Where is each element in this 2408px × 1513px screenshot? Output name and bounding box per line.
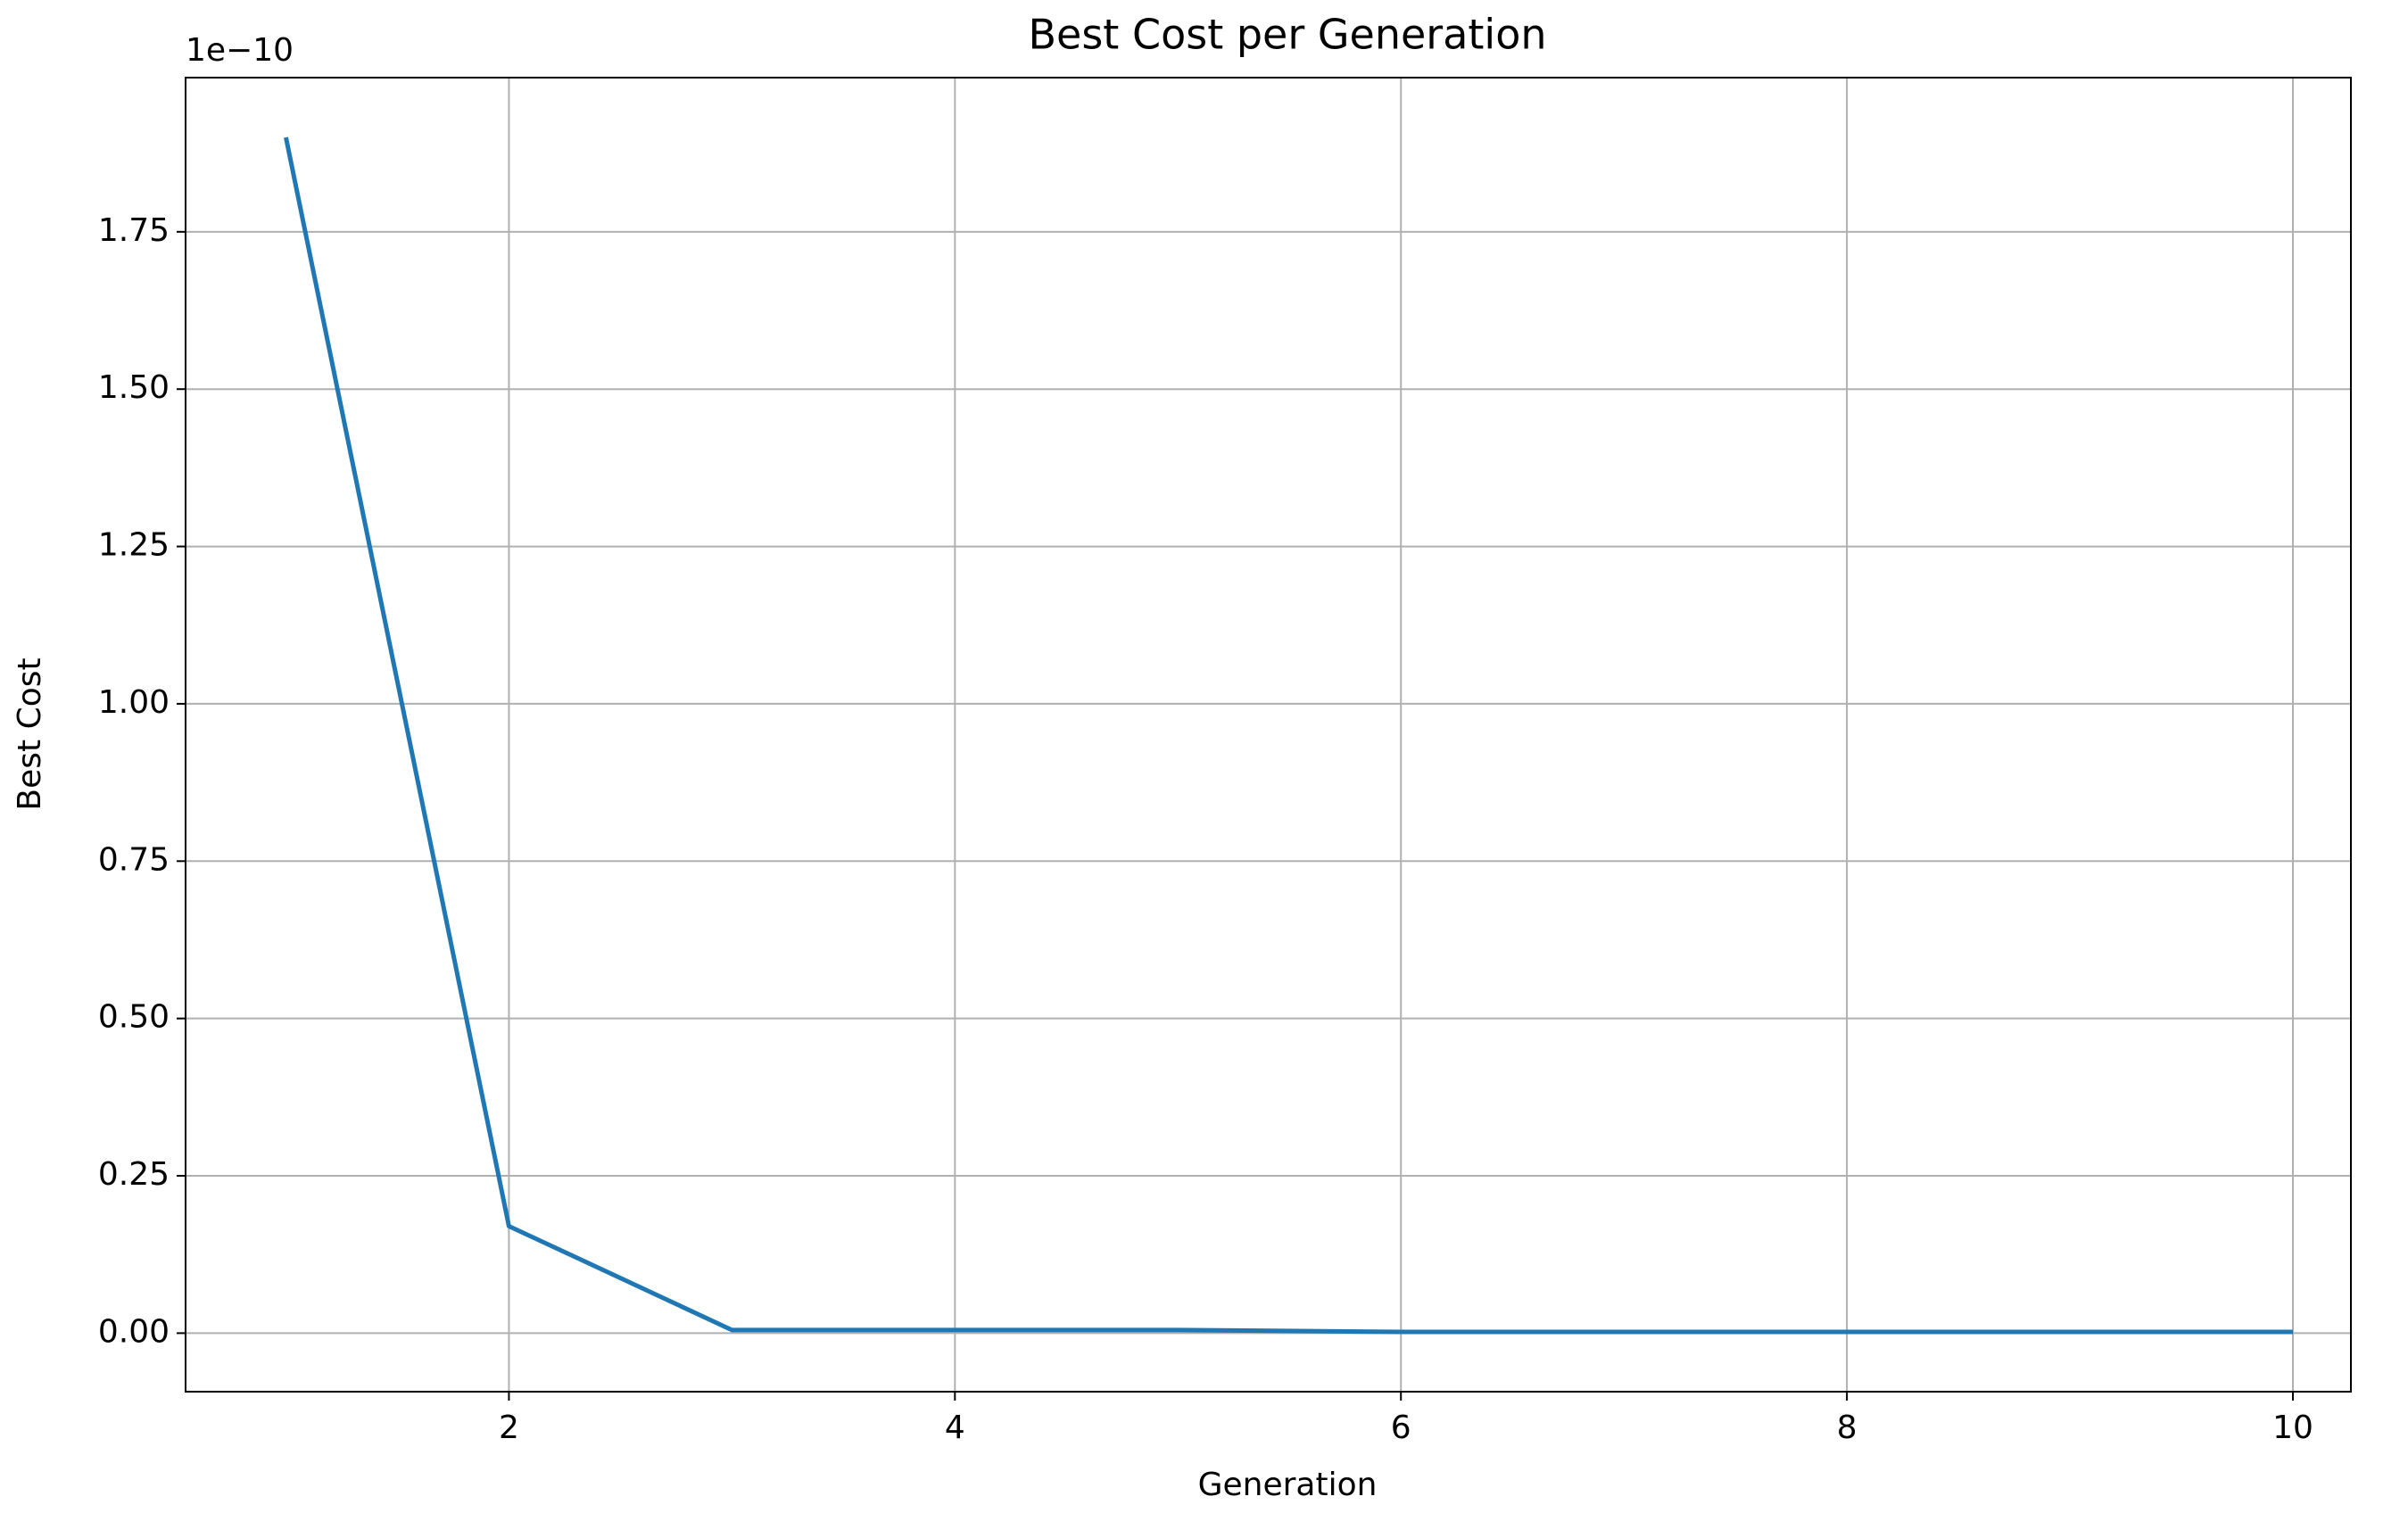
x-tick-label: 4	[945, 1410, 965, 1446]
y-tick-label: 1.75	[98, 212, 170, 249]
y-tick-label: 0.75	[98, 841, 170, 878]
y-tick-label: 0.50	[98, 999, 170, 1036]
y-tick-label: 1.00	[98, 684, 170, 721]
y-tick-label: 0.25	[98, 1156, 170, 1193]
x-tick-label: 10	[2272, 1410, 2313, 1446]
y-tick-label: 0.00	[98, 1313, 170, 1350]
x-tick-label: 8	[1837, 1410, 1858, 1446]
plot-frame	[185, 77, 2352, 1393]
x-tick-label: 2	[499, 1410, 519, 1446]
y-tick-label: 1.25	[98, 527, 170, 564]
x-axis-label: Generation	[1198, 1467, 1378, 1503]
y-tick-label: 1.50	[98, 369, 170, 406]
x-tick-label: 6	[1391, 1410, 1411, 1446]
data-line	[284, 136, 2294, 1335]
y-offset-label: 1e−10	[186, 32, 294, 69]
y-axis-label: Best Cost	[12, 657, 48, 810]
chart-title: Best Cost per Generation	[1028, 11, 1546, 59]
